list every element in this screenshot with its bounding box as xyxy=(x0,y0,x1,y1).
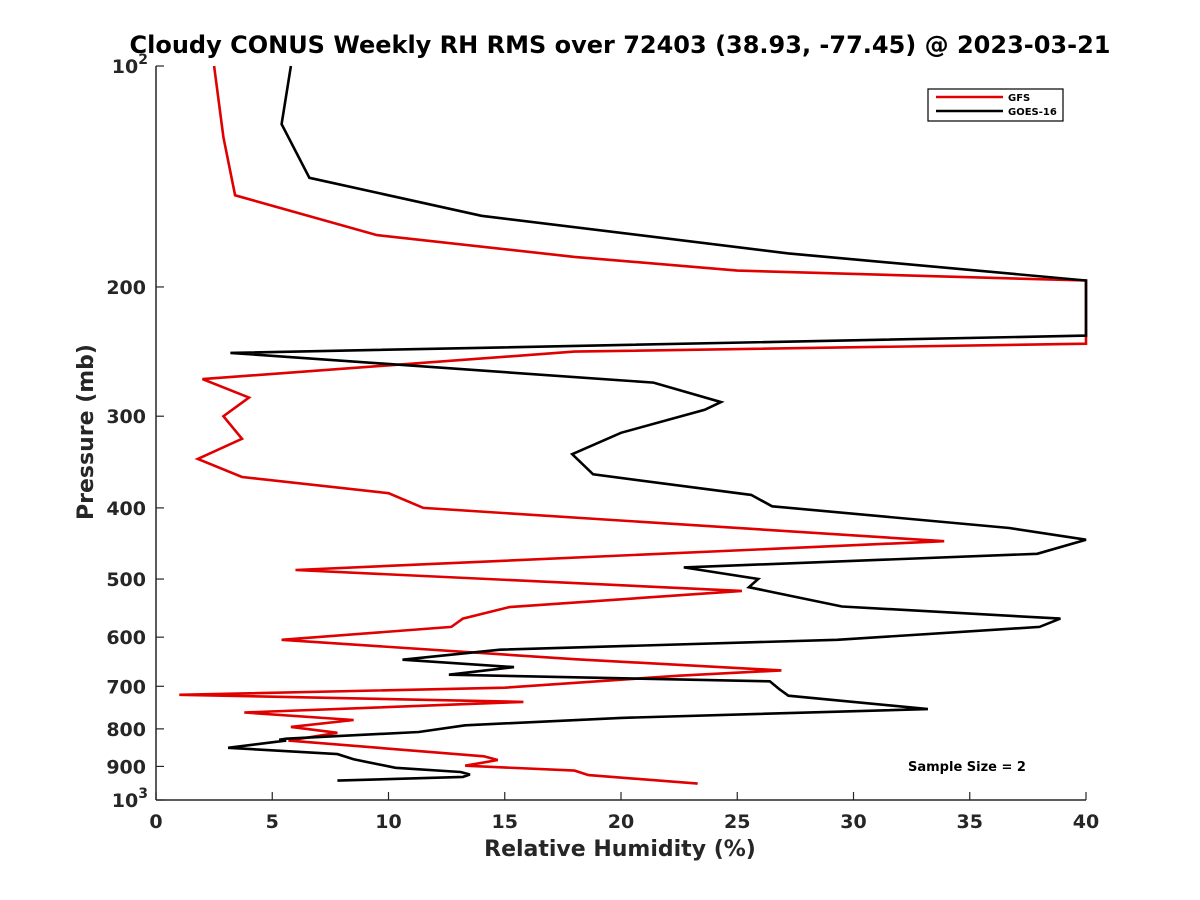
x-tick-label: 20 xyxy=(608,811,634,833)
chart-title: Cloudy CONUS Weekly RH RMS over 72403 (3… xyxy=(130,31,1111,59)
x-axis-ticks: 0 5 10 15 20 25 30 35 40 xyxy=(149,792,1099,833)
legend-entry-label: GFS xyxy=(1008,93,1030,104)
x-tick-label: 25 xyxy=(724,811,750,833)
x-tick-label: 0 xyxy=(149,811,162,833)
series-line-goes-16 xyxy=(227,65,1088,782)
legend-box xyxy=(927,88,1064,122)
x-tick-label: 30 xyxy=(840,811,866,833)
series-line-gfs xyxy=(179,65,1088,785)
sample-size-annotation: Sample Size = 2 xyxy=(908,760,1026,775)
x-axis-label: Relative Humidity (%) xyxy=(484,837,756,862)
y-tick-label: 800 xyxy=(106,719,146,741)
x-tick-label: 40 xyxy=(1073,811,1099,833)
y-tick-label: 500 xyxy=(106,569,146,591)
x-tick-label: 35 xyxy=(957,811,983,833)
y-tick-label: 103 xyxy=(112,786,148,812)
legend: GFS GOES-16 xyxy=(927,88,1064,122)
x-tick-label: 10 xyxy=(375,811,401,833)
y-tick-label: 700 xyxy=(106,676,146,698)
y-tick-label: 900 xyxy=(106,756,146,778)
x-tick-label: 5 xyxy=(266,811,279,833)
series-layer xyxy=(179,65,1088,785)
y-tick-label: 400 xyxy=(106,498,146,520)
y-tick-label: 102 xyxy=(112,52,148,78)
x-tick-label: 15 xyxy=(492,811,518,833)
y-tick-label: 200 xyxy=(106,277,146,299)
y-tick-label: 300 xyxy=(106,406,146,428)
y-tick-label: 600 xyxy=(106,627,146,649)
legend-entry-label: GOES-16 xyxy=(1008,107,1057,118)
y-axis-label: Pressure (mb) xyxy=(74,344,99,520)
y-axis-ticks: 102 200 300 400 500 600 700 800 900 103 xyxy=(106,52,164,812)
